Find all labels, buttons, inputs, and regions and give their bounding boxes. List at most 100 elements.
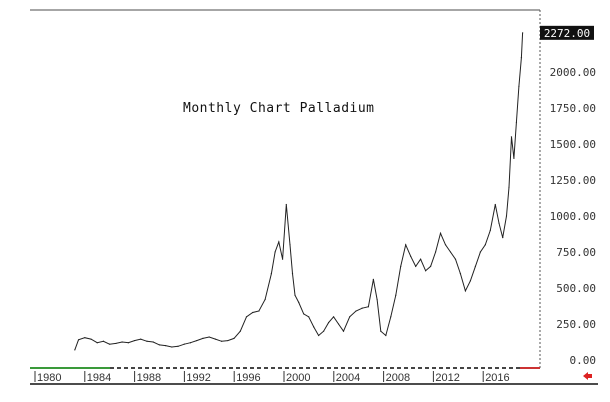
data-point (502, 237, 504, 239)
x-tick-label: 1996 (236, 372, 260, 384)
data-point (189, 342, 192, 344)
data-point (165, 345, 167, 347)
data-point (355, 310, 357, 312)
data-point (90, 338, 92, 340)
data-point (274, 251, 276, 253)
data-point (449, 251, 452, 253)
data-point (385, 334, 387, 337)
data-point (376, 298, 378, 301)
data-point (252, 311, 254, 314)
y-tick-label: 0.00 (570, 354, 597, 367)
x-tick-label: 2016 (485, 372, 509, 384)
data-point (264, 298, 266, 301)
data-point (308, 316, 310, 318)
data-point (127, 342, 129, 344)
price-line (74, 32, 524, 351)
data-point (84, 337, 86, 339)
data-point (74, 349, 76, 351)
y-tick-label: 1500.00 (550, 138, 596, 151)
data-point (202, 337, 204, 339)
data-point (425, 270, 427, 272)
data-point (498, 222, 500, 224)
x-tick-label: 1988 (137, 372, 161, 384)
data-point (140, 338, 142, 340)
last-value-box (540, 25, 594, 40)
data-point (469, 280, 471, 282)
x-tick-label: 1984 (87, 372, 111, 384)
data-point (281, 258, 284, 260)
data-point (474, 265, 476, 267)
data-point (227, 339, 229, 342)
data-point (439, 232, 442, 234)
data-point (327, 321, 330, 324)
data-point (489, 229, 491, 231)
data-point (291, 273, 294, 275)
y-tick-label: 1250.00 (550, 174, 596, 187)
data-point (183, 343, 185, 345)
data-point (484, 244, 486, 246)
data-point (146, 340, 148, 342)
data-point (390, 316, 392, 318)
y-tick-label: 500.00 (556, 282, 596, 295)
data-point (298, 301, 300, 303)
y-tick-label: 1000.00 (550, 210, 596, 223)
y-tick-label: 2000.00 (550, 66, 596, 79)
data-point (294, 294, 296, 296)
data-point (245, 316, 248, 318)
data-point (494, 203, 496, 206)
data-point (77, 339, 80, 341)
data-point (313, 326, 315, 328)
data-point (405, 244, 407, 246)
data-point (258, 310, 260, 312)
y-tick-label: 750.00 (556, 246, 596, 259)
y-tick-label: 1750.00 (550, 102, 596, 115)
data-point (196, 339, 198, 342)
data-point (214, 338, 216, 340)
data-point (221, 340, 223, 342)
data-point (415, 265, 417, 267)
data-point (420, 258, 422, 260)
data-point (479, 251, 481, 253)
data-point (102, 340, 105, 342)
x-tick-label: 2012 (435, 372, 459, 384)
data-point (510, 136, 513, 138)
x-tick-label: 2004 (336, 372, 360, 384)
x-tick-label: 2000 (286, 372, 310, 384)
data-point (515, 121, 518, 123)
data-point (121, 341, 123, 343)
data-point (518, 85, 520, 87)
data-point (508, 186, 510, 188)
x-tick-label: 1992 (186, 372, 210, 384)
scroll-left-arrow-icon (583, 372, 592, 380)
x-tick-label: 2008 (386, 372, 410, 384)
data-point (115, 342, 117, 345)
data-point (332, 316, 335, 318)
data-point (289, 244, 291, 246)
data-point (522, 32, 524, 34)
chart-title: Monthly Chart Palladium (183, 101, 375, 116)
data-point (400, 265, 402, 267)
data-point (410, 255, 412, 257)
data-point (208, 336, 210, 338)
data-point (337, 323, 340, 325)
data-point (454, 258, 457, 260)
data-point (372, 278, 374, 280)
data-point (459, 273, 462, 275)
data-point (133, 339, 136, 342)
data-point (285, 203, 287, 206)
x-tick-label: 1980 (37, 372, 61, 384)
data-point (278, 241, 280, 243)
last-value-label: 2272.00 (544, 27, 590, 40)
data-point (395, 294, 397, 296)
data-point (520, 57, 523, 59)
data-point (434, 251, 437, 253)
data-point (239, 330, 241, 332)
data-point (349, 316, 351, 318)
data-point (380, 330, 382, 332)
data-point (367, 306, 369, 308)
data-point (96, 342, 98, 344)
data-point (323, 330, 325, 332)
data-point (361, 307, 363, 309)
